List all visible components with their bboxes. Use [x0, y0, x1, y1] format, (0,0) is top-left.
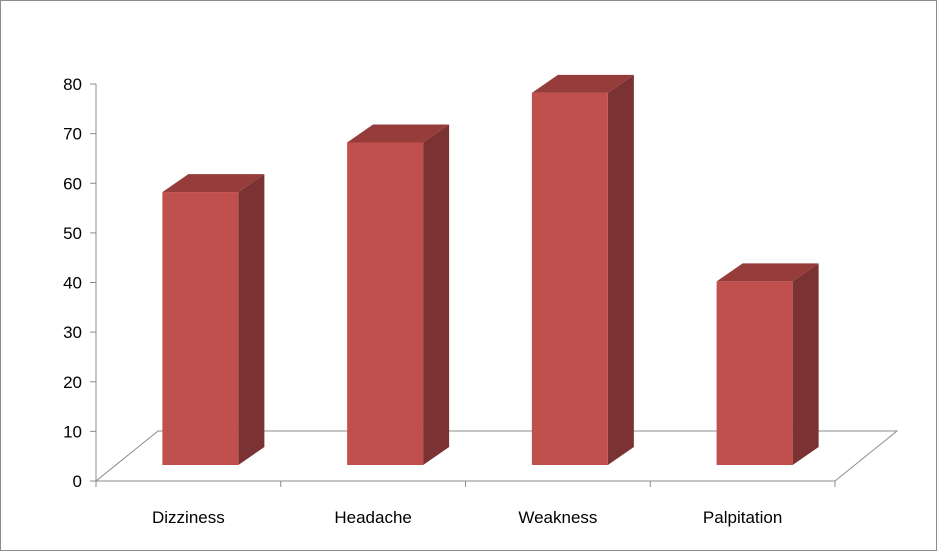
chart-floor — [94, 430, 899, 482]
bar-series — [162, 74, 819, 465]
x-tick-label: Dizziness — [152, 508, 225, 527]
y-tick-label: 30 — [63, 323, 82, 342]
bar-front — [162, 192, 239, 465]
bar-top — [716, 263, 819, 282]
floor-plane — [94, 430, 899, 482]
bar-front — [716, 281, 793, 465]
bar-side — [607, 74, 634, 465]
x-axis: Dizziness Headache Weakness Palpitation — [95, 481, 836, 527]
y-tick-label: 50 — [63, 224, 82, 243]
y-tick-label: 80 — [63, 75, 82, 94]
bar-top — [531, 74, 634, 93]
bar-side — [792, 263, 819, 465]
bar-headache — [347, 124, 450, 465]
y-tick-label: 60 — [63, 174, 82, 193]
bar-top — [162, 174, 265, 193]
x-tick-label: Headache — [334, 508, 412, 527]
y-tick-label: 10 — [63, 422, 82, 441]
y-axis: 0 10 20 30 40 50 60 70 80 — [63, 75, 97, 491]
y-tick-label: 20 — [63, 373, 82, 392]
x-tick-label: Palpitation — [703, 508, 782, 527]
bar-front — [531, 92, 608, 465]
bar-top — [347, 124, 450, 143]
bar-side — [423, 124, 450, 465]
bar-palpitation — [716, 263, 819, 465]
bar-front — [347, 142, 424, 465]
bar-weakness — [531, 74, 634, 465]
bar-dizziness — [162, 174, 265, 465]
y-tick-label: 40 — [63, 274, 82, 293]
bar-side — [238, 174, 265, 465]
x-tick-label: Weakness — [518, 508, 597, 527]
y-tick-label: 70 — [63, 125, 82, 144]
y-tick-label: 0 — [73, 472, 82, 491]
